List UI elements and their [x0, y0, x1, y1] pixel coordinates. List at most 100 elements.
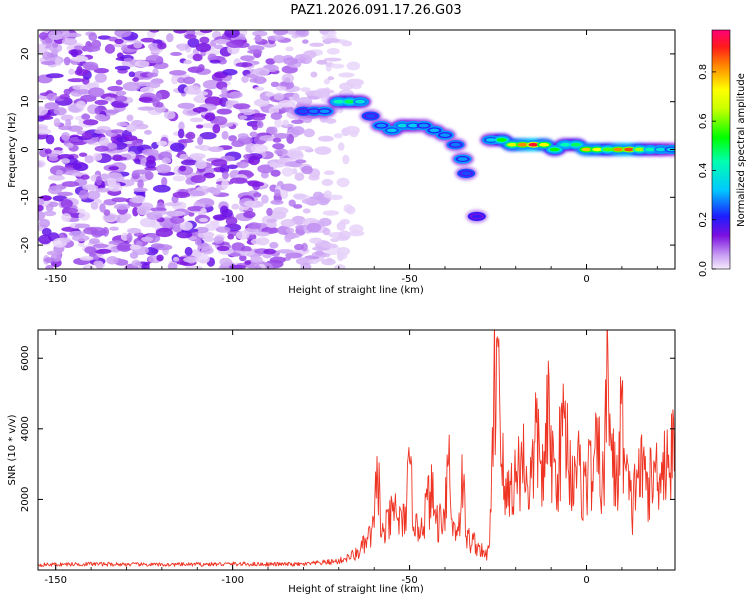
noise-blob — [194, 159, 207, 169]
noise-blob — [314, 88, 331, 99]
snr-x-tick-label: 0 — [583, 575, 589, 586]
noise-blob — [321, 178, 334, 187]
noise-blob — [302, 50, 317, 59]
noise-blob — [71, 55, 89, 62]
noise-blob — [192, 106, 208, 113]
ridge-point — [485, 138, 496, 142]
ridge-point — [439, 133, 450, 137]
noise-blob — [48, 174, 65, 181]
noise-blob — [229, 264, 247, 269]
noise-blob — [110, 129, 124, 134]
ridge-point — [365, 114, 376, 118]
noise-blob — [184, 265, 203, 269]
noise-blob — [349, 130, 359, 138]
noise-blob — [104, 43, 116, 54]
noise-blob — [333, 133, 343, 139]
noise-blob — [172, 191, 191, 199]
noise-blob — [150, 207, 167, 212]
noise-blob — [265, 58, 276, 65]
noise-blob — [202, 79, 221, 90]
noise-blob — [273, 133, 290, 139]
noise-blob — [94, 99, 109, 106]
noise-blob — [348, 230, 365, 237]
spectrogram-x-axis-label: Height of straight line (km) — [288, 285, 424, 296]
noise-blob — [52, 42, 59, 48]
noise-blob — [179, 221, 193, 231]
noise-blob — [92, 80, 100, 90]
noise-blob — [269, 241, 279, 249]
noise-blob — [208, 186, 217, 193]
noise-blob — [200, 30, 213, 34]
ridge-point — [397, 123, 408, 128]
noise-blob — [266, 221, 278, 228]
noise-blob — [68, 68, 75, 75]
noise-blob — [225, 216, 238, 226]
noise-blob — [302, 117, 312, 124]
noise-blob — [197, 64, 205, 72]
noise-blob — [216, 108, 232, 115]
noise-blob — [90, 202, 99, 210]
snr-plot: -150 -100 -50 0 2000 4000 6000 Height of strai… — [7, 329, 676, 595]
noise-blob — [303, 128, 315, 138]
noise-blob — [60, 158, 71, 164]
noise-blob — [274, 148, 288, 156]
noise-blob — [183, 85, 201, 95]
noise-blob — [63, 56, 71, 66]
spectrogram-x-tick-label: -100 — [221, 274, 244, 285]
noise-blob — [334, 264, 346, 269]
ridge-point — [560, 142, 571, 147]
noise-blob — [115, 90, 127, 96]
noise-blob — [133, 40, 143, 49]
noise-blob — [282, 119, 290, 127]
noise-blob — [55, 169, 64, 177]
noise-blob — [310, 71, 318, 78]
noise-blob — [247, 45, 265, 52]
noise-blob — [155, 92, 163, 101]
noise-blob — [328, 194, 343, 200]
noise-blob — [157, 42, 167, 50]
noise-blob — [83, 45, 101, 52]
noise-blob — [81, 113, 90, 120]
noise-blob — [176, 230, 193, 239]
noise-blob — [326, 47, 340, 55]
noise-blob — [224, 30, 240, 38]
noise-blob — [155, 164, 172, 174]
spectrogram-y-tick-label: 10 — [20, 95, 31, 108]
ridge-point — [344, 99, 355, 104]
ridge-point — [655, 147, 666, 152]
noise-blob — [57, 191, 74, 197]
noise-blob — [314, 146, 332, 155]
noise-blob — [280, 189, 289, 200]
ridge-point — [602, 147, 613, 152]
noise-blob — [187, 206, 205, 212]
noise-blob — [87, 190, 101, 200]
snr-x-tick-label: -100 — [221, 575, 244, 586]
noise-blob — [93, 243, 109, 248]
noise-blob — [115, 79, 123, 86]
noise-blob — [149, 30, 160, 33]
noise-blob — [277, 249, 294, 254]
noise-blob — [285, 252, 303, 259]
noise-blob — [140, 37, 156, 43]
ridge-point — [623, 147, 634, 152]
noise-blob — [274, 188, 281, 197]
noise-blob — [164, 202, 183, 207]
noise-blob — [59, 237, 72, 243]
noise-blob — [221, 179, 229, 189]
noise-blob — [82, 61, 99, 70]
ridge-point — [581, 147, 592, 152]
noise-blob — [88, 32, 98, 41]
snr-y-axis-label: SNR (10 * v/v) — [7, 414, 18, 485]
noise-blob — [146, 155, 156, 164]
noise-blob — [38, 204, 44, 212]
noise-blob — [256, 120, 264, 129]
snr-x-tick-label: -50 — [401, 575, 417, 586]
noise-blob — [308, 174, 320, 181]
noise-blob — [238, 251, 255, 257]
noise-blob — [111, 156, 128, 161]
noise-blob — [53, 118, 61, 127]
ridge-point — [496, 138, 507, 142]
noise-blob — [255, 231, 270, 237]
noise-blob — [199, 36, 210, 44]
noise-blob — [38, 210, 46, 221]
